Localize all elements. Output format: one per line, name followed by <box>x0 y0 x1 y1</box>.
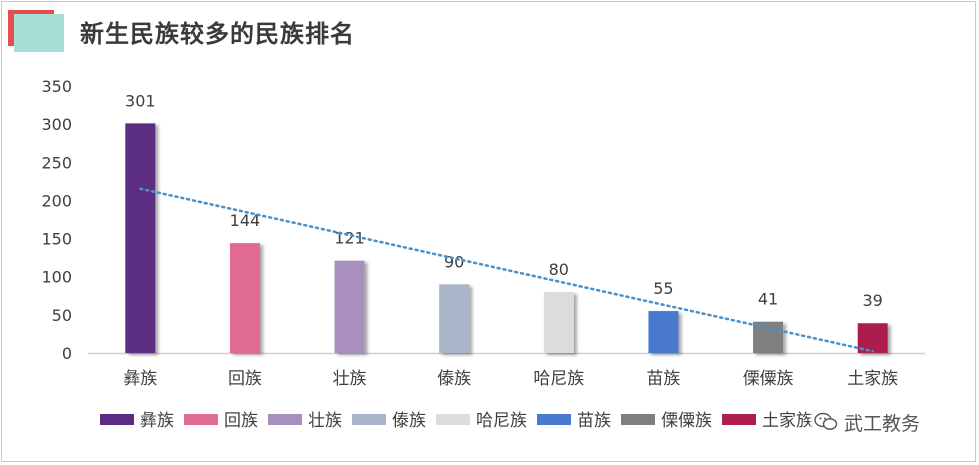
legend-label: 苗族 <box>577 411 611 431</box>
bar <box>439 284 470 353</box>
y-tick-label: 0 <box>62 344 72 363</box>
trendline <box>139 187 874 353</box>
legend-swatch <box>722 414 756 425</box>
x-tick-label: 回族 <box>228 369 262 389</box>
x-tick-label: 彝族 <box>123 369 157 389</box>
data-label: 301 <box>125 91 156 110</box>
legend-item: 土家族 <box>722 411 813 431</box>
title-decoration-icon <box>8 10 64 52</box>
data-label: 39 <box>863 291 883 310</box>
legend-label: 傣族 <box>392 411 426 431</box>
legend-item: 回族 <box>184 411 258 431</box>
legend-swatch <box>184 414 218 425</box>
legend-label: 回族 <box>224 411 258 431</box>
chart-title: 新生民族较多的民族排名 <box>80 20 355 48</box>
legend-label: 彝族 <box>140 411 174 431</box>
bar <box>125 123 156 353</box>
x-tick-label: 哈尼族 <box>533 369 584 389</box>
data-label: 41 <box>758 290 778 309</box>
legend-label: 土家族 <box>762 411 813 431</box>
x-tick-label: 壮族 <box>333 369 367 389</box>
y-tick-label: 200 <box>41 191 72 210</box>
watermark: 武工教务 <box>810 409 925 435</box>
legend-item: 彝族 <box>100 411 174 431</box>
data-label: 144 <box>230 211 261 230</box>
data-label: 55 <box>653 279 673 298</box>
y-tick-label: 250 <box>41 153 72 172</box>
y-tick-label: 50 <box>52 306 72 325</box>
legend-label: 壮族 <box>308 411 342 431</box>
x-tick-label: 苗族 <box>646 369 680 389</box>
y-tick-label: 150 <box>41 230 72 249</box>
legend-swatch <box>436 414 470 425</box>
legend-swatch <box>268 414 302 425</box>
watermark-text: 武工教务 <box>844 412 921 435</box>
y-tick-label: 100 <box>41 268 72 287</box>
bar <box>229 243 260 353</box>
legend-swatch <box>352 414 386 425</box>
legend-label: 傈僳族 <box>661 411 712 431</box>
x-tick-label: 傈僳族 <box>743 369 794 389</box>
wechat-icon <box>814 412 838 430</box>
data-label: 121 <box>334 229 365 248</box>
y-tick-label: 300 <box>41 115 72 134</box>
legend-item: 苗族 <box>537 411 611 431</box>
data-label: 80 <box>549 260 569 279</box>
bar <box>543 291 574 353</box>
legend-swatch <box>621 414 655 425</box>
bar <box>334 260 365 353</box>
legend-item: 哈尼族 <box>436 411 527 431</box>
legend-item: 傣族 <box>352 411 426 431</box>
legend-item: 壮族 <box>268 411 342 431</box>
data-label: 90 <box>444 252 464 271</box>
legend-label: 哈尼族 <box>476 411 527 431</box>
x-tick-label: 土家族 <box>847 369 898 389</box>
legend-swatch <box>537 414 571 425</box>
x-tick-label: 傣族 <box>437 369 471 389</box>
legend-item: 傈僳族 <box>621 411 712 431</box>
bar <box>648 311 679 353</box>
legend-swatch <box>100 414 134 425</box>
y-tick-label: 350 <box>41 77 72 96</box>
